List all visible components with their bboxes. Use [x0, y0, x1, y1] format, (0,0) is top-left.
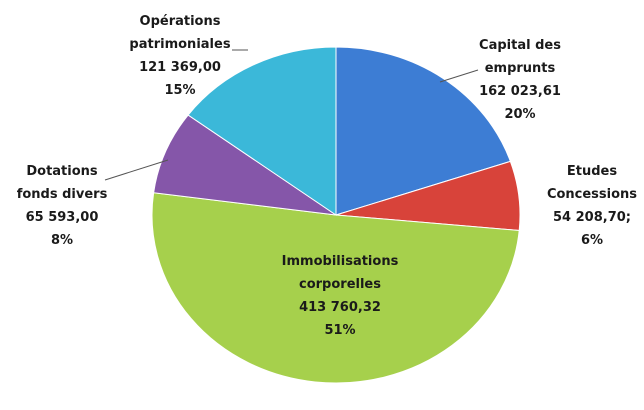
slice-label: Etudes Concessions 54 208,70; 6% — [540, 160, 644, 252]
slice-label: Opérations patrimoniales 121 369,00 15% — [118, 10, 242, 102]
value-label: 162 023,61 — [479, 84, 561, 99]
percent-label: 51% — [324, 323, 356, 338]
leader-line — [439, 69, 479, 83]
category-label: Opérations patrimoniales — [129, 14, 231, 52]
pie-slice — [153, 114, 337, 216]
leader-line — [104, 159, 169, 181]
slice-label: Dotations fonds divers 65 593,00 8% — [10, 160, 114, 252]
percent-label: 20% — [504, 107, 536, 122]
percent-label: 15% — [164, 83, 196, 98]
category-label: Etudes Concessions — [546, 164, 638, 202]
percent-label: 8% — [50, 233, 74, 248]
pie-slice — [187, 46, 337, 216]
percent-label: 6% — [580, 233, 604, 248]
slice-label: Capital des emprunts 162 023,61 20% — [462, 34, 578, 126]
value-label: 54 208,70; — [553, 210, 631, 225]
slice-label: Immobilisations corporelles 413 760,32 51% — [262, 250, 418, 342]
value-label: 121 369,00 — [139, 60, 221, 75]
category-label: Capital des emprunts — [479, 38, 561, 76]
pie-slice — [151, 192, 520, 384]
value-label: 65 593,00 — [25, 210, 99, 225]
category-label: Dotations fonds divers — [16, 164, 108, 202]
value-label: 413 760,32 — [299, 300, 381, 315]
pie-slice — [335, 46, 512, 216]
category-label: Immobilisations corporelles — [281, 254, 399, 292]
